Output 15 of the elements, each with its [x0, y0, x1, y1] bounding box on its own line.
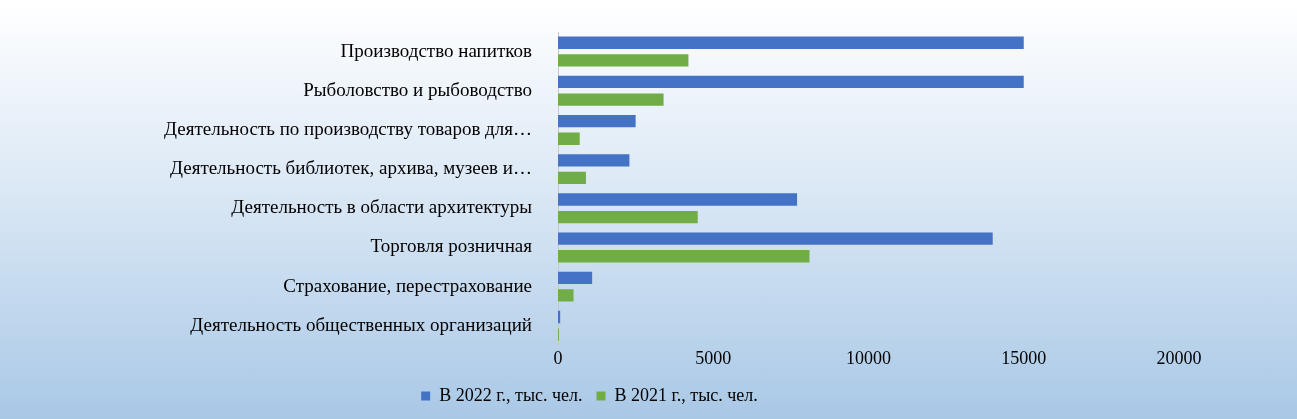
x-tick-label: 10000 — [846, 347, 891, 368]
y-tick-label: Страхование, перестрахование — [283, 274, 532, 296]
x-tick-label: 15000 — [1001, 347, 1047, 368]
y-tick-label: Производство напитков — [340, 39, 533, 61]
legend-label: В 2022 г., тыс. чел. — [439, 384, 583, 405]
x-tick-label: 0 — [553, 347, 563, 368]
x-tick-label: 20000 — [1156, 347, 1202, 368]
y-tick-label: Деятельность по производству товаров для… — [164, 117, 532, 139]
x-tick-label: 5000 — [695, 347, 732, 368]
y-tick-label: Деятельность в области архитектуры — [231, 196, 533, 218]
y-tick-label: Деятельность библиотек, архива, музеев и… — [170, 157, 532, 179]
y-tick-label: Рыболовство и рыбоводство — [303, 78, 532, 100]
y-tick-label: Торговля розничная — [370, 235, 533, 257]
legend-label: В 2021 г., тыс. чел. — [614, 384, 758, 405]
y-tick-label: Деятельность общественных организаций — [190, 313, 532, 335]
